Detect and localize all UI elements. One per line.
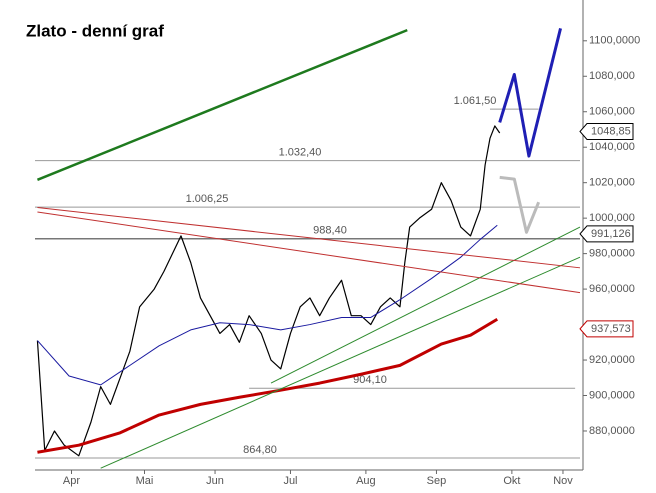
y-tick-label: 1080,000	[589, 70, 635, 82]
y-tick-label: 900,0000	[589, 389, 635, 401]
y-tick-label: 960,0000	[589, 283, 635, 295]
price-tag	[579, 123, 634, 141]
series-line	[36, 125, 501, 457]
series-line	[37, 317, 499, 454]
x-tick-label: Aug	[356, 475, 376, 487]
x-tick-label: Jul	[283, 475, 297, 487]
y-tick-label: 1040,000	[589, 141, 635, 153]
price-tag	[579, 320, 634, 338]
series-line	[499, 175, 541, 234]
price-tag	[579, 225, 634, 243]
x-tick-label: Jun	[206, 475, 224, 487]
y-tick-label: 1000,000	[589, 212, 635, 224]
y-tick-label: 920,0000	[589, 354, 635, 366]
x-tick-label: Okt	[503, 475, 520, 487]
series-line	[498, 28, 562, 158]
x-tick-label: Mai	[136, 475, 154, 487]
series-line	[37, 224, 498, 386]
level-label: 1.032,40	[279, 147, 322, 159]
chart-title: Zlato - denní graf	[26, 21, 164, 40]
x-tick-label: Sep	[427, 475, 447, 487]
y-tick-label: 1020,000	[589, 177, 635, 189]
price-tag-label: 1048,85	[591, 125, 631, 137]
series-line	[270, 226, 581, 384]
level-label: 864,80	[243, 444, 277, 456]
series-line	[37, 211, 581, 294]
y-tick-label: 880,0000	[589, 425, 635, 437]
series-line	[36, 28, 408, 182]
price-tag-label: 937,573	[591, 323, 631, 335]
series-line	[100, 256, 581, 469]
level-label: 1.061,50	[454, 95, 497, 107]
x-tick-label: Apr	[63, 475, 80, 487]
level-label: 904,10	[353, 374, 387, 386]
y-tick-label: 1060,000	[589, 106, 635, 118]
level-label: 1.006,25	[186, 193, 229, 205]
level-label: 988,40	[313, 225, 347, 237]
series-line	[37, 207, 581, 269]
price-tag-label: 991,126	[591, 228, 631, 240]
y-tick-label: 980,0000	[589, 248, 635, 260]
y-tick-label: 1100,0000	[589, 35, 640, 47]
x-tick-label: Nov	[553, 475, 573, 487]
